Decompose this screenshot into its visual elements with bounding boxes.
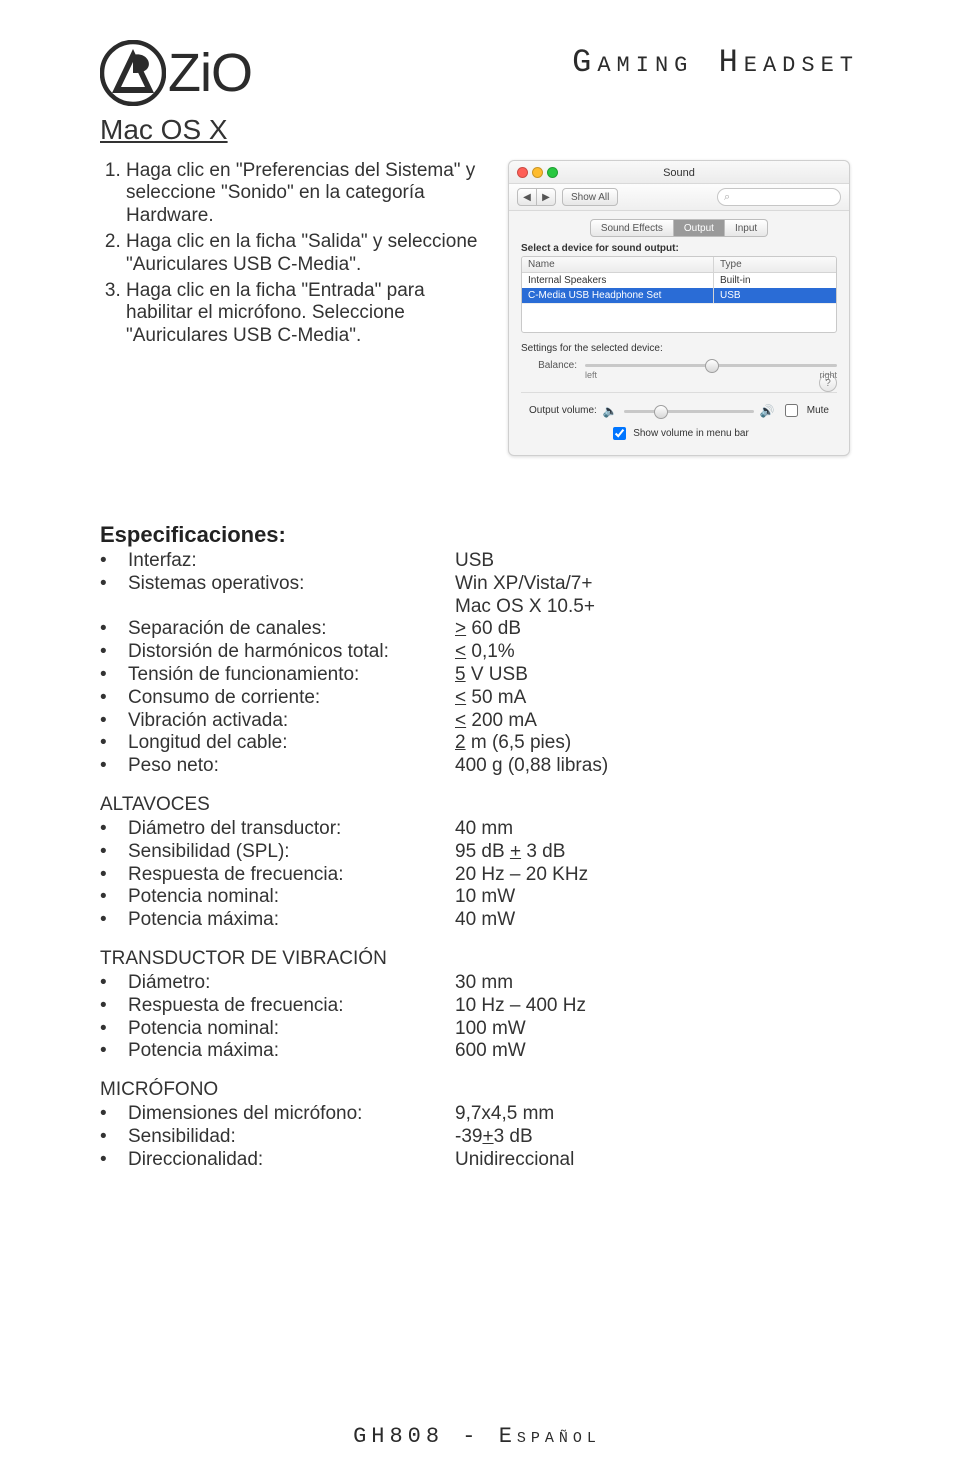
spec-item: •Peso neto:400 g (0,88 libras) [100, 755, 859, 778]
spec-item: •Diámetro:30 mm [100, 972, 859, 995]
brand-name: ZiO [168, 42, 252, 104]
spec-item: •Interfaz:USB [100, 550, 859, 573]
step-3: Haga clic en la ficha "Entrada" para hab… [126, 280, 490, 347]
tab-segmented-control: Sound Effects Output Input [521, 219, 837, 237]
volume-max-icon: 🔊 [760, 404, 775, 418]
table-row[interactable]: Internal Speakers Built-in [522, 273, 836, 288]
spec-list-microphone: •Dimensiones del micrófono:9,7x4,5 mm•Se… [100, 1103, 859, 1171]
window-title: Sound [663, 167, 695, 179]
minimize-icon[interactable] [532, 167, 543, 178]
mute-checkbox[interactable] [785, 404, 798, 417]
spec-list-vibration: •Diámetro:30 mm•Respuesta de frecuencia:… [100, 972, 859, 1063]
speakers-heading: ALTAVOCES [100, 794, 859, 816]
tab-input[interactable]: Input [725, 219, 768, 237]
tab-sound-effects[interactable]: Sound Effects [590, 219, 674, 237]
spec-item: •Potencia nominal:10 mW [100, 886, 859, 909]
spec-item: •Respuesta de frecuencia:20 Hz – 20 KHz [100, 864, 859, 887]
spec-item: •Potencia máxima:600 mW [100, 1040, 859, 1063]
spec-item: •Sistemas operativos:Win XP/Vista/7+ [100, 573, 859, 596]
vibration-heading: TRANSDUCTOR DE VIBRACIÓN [100, 948, 859, 970]
select-device-label: Select a device for sound output: [521, 243, 837, 254]
column-name[interactable]: Name [522, 257, 714, 272]
spec-item: •Separación de canales:> 60 dB [100, 618, 859, 641]
spec-list-general: •Interfaz:USB•Sistemas operativos:Win XP… [100, 550, 859, 778]
spec-item: •Dimensiones del micrófono:9,7x4,5 mm [100, 1103, 859, 1126]
section-macosx: Mac OS X [100, 114, 859, 146]
spec-item: •Diámetro del transductor:40 mm [100, 818, 859, 841]
balance-label: Balance: [521, 360, 577, 371]
nav-forward-button[interactable]: ▶ [537, 188, 556, 206]
settings-label: Settings for the selected device: [521, 343, 837, 354]
search-input[interactable]: ⌕ [717, 188, 841, 206]
instructions: Haga clic en "Preferencias del Sistema" … [100, 160, 490, 456]
spec-item: •Respuesta de frecuencia:10 Hz – 400 Hz [100, 995, 859, 1018]
step-2: Haga clic en la ficha "Salida" y selecci… [126, 231, 490, 276]
spec-item: •Sensibilidad (SPL):95 dB + 3 dB [100, 841, 859, 864]
step-1: Haga clic en "Preferencias del Sistema" … [126, 160, 490, 227]
microphone-heading: MICRÓFONO [100, 1079, 859, 1101]
spec-item: •Potencia nominal:100 mW [100, 1018, 859, 1041]
volume-min-icon: 🔈 [603, 404, 618, 418]
spec-item: •Distorsión de harmónicos total:< 0,1% [100, 641, 859, 664]
spec-list-speakers: •Diámetro del transductor:40 mm•Sensibil… [100, 818, 859, 932]
specs-heading: Especificaciones: [100, 522, 859, 548]
window-controls[interactable] [517, 167, 558, 178]
column-type[interactable]: Type [714, 257, 836, 272]
show-all-button[interactable]: Show All [562, 188, 618, 206]
spec-item: •Sensibilidad:-39+3 dB [100, 1126, 859, 1149]
spec-item: •Consumo de corriente:< 50 mA [100, 687, 859, 710]
brand-logo: ZiO [100, 40, 252, 106]
spec-item: •Potencia máxima:40 mW [100, 909, 859, 932]
table-row[interactable]: C-Media USB Headphone Set USB [522, 288, 836, 303]
sound-preferences-window: Sound ◀ ▶ Show All ⌕ Sound Effects Outpu… [508, 160, 850, 456]
spec-item: Mac OS X 10.5+ [100, 596, 859, 619]
page-footer: GH808 - Español [0, 1424, 954, 1449]
balance-slider[interactable] [585, 358, 837, 372]
spec-item: •Vibración activada:< 200 mA [100, 710, 859, 733]
zoom-icon[interactable] [547, 167, 558, 178]
output-volume-slider[interactable] [624, 404, 754, 418]
show-in-menu-checkbox[interactable] [613, 427, 626, 440]
table-row-empty [522, 303, 836, 332]
show-in-menu-label: Show volume in menu bar [633, 428, 749, 439]
search-icon: ⌕ [724, 191, 730, 204]
mute-label: Mute [807, 405, 829, 416]
output-volume-label: Output volume: [529, 405, 597, 416]
spec-item: •Direccionalidad:Unidireccional [100, 1149, 859, 1172]
tab-output[interactable]: Output [674, 219, 725, 237]
device-table: Name Type Internal Speakers Built-in C-M… [521, 256, 837, 333]
nav-back-button[interactable]: ◀ [517, 188, 537, 206]
close-icon[interactable] [517, 167, 528, 178]
product-title: Gaming Headset [572, 44, 859, 81]
logo-mark-icon [100, 40, 166, 106]
spec-item: •Tensión de funcionamiento:5 V USB [100, 664, 859, 687]
spec-item: •Longitud del cable:2 m (6,5 pies) [100, 732, 859, 755]
